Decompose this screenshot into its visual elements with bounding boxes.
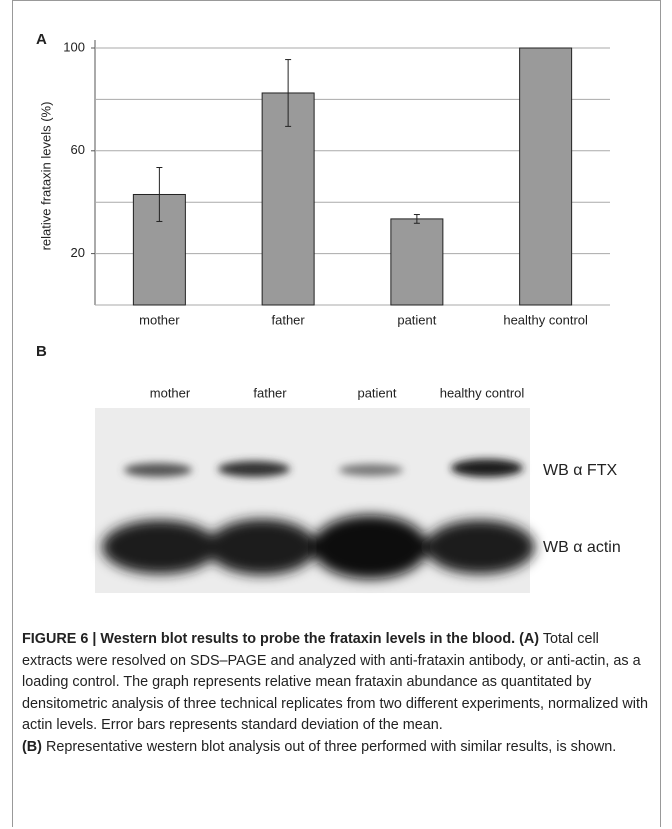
caption-label: (A) (519, 631, 539, 647)
western-blot (95, 408, 535, 593)
page: A relative frataxin levels (%) 20 60 100 mo… (0, 0, 672, 829)
panel-label: A (36, 31, 47, 48)
chart: A relative frataxin levels (%) 20 60 100 mo… (0, 0, 672, 620)
x-tick-label: father (272, 312, 306, 327)
y-tick-label: 20 (71, 245, 85, 260)
caption-label: (B) (22, 739, 42, 755)
lane-label: healthy control (440, 385, 525, 400)
y-tick-label: 100 (63, 39, 85, 54)
y-axis-label: relative frataxin levels (%) (38, 102, 53, 251)
lane-label: mother (150, 385, 191, 400)
lane-label: patient (357, 385, 396, 400)
probe-label: WB α actin (543, 539, 621, 556)
y-tick-label: 60 (71, 142, 85, 157)
panel-label: B (36, 343, 47, 360)
x-tick-label: mother (139, 312, 180, 327)
bar (391, 219, 443, 305)
caption-paragraph: (B) Representative western blot analysis… (22, 737, 652, 759)
x-tick-label: healthy control (503, 312, 588, 327)
bar (520, 48, 572, 305)
x-tick-label: patient (397, 312, 436, 327)
probe-label: WB α FTX (543, 462, 617, 479)
caption: FIGURE 6 | Western blot results to probe… (22, 629, 652, 758)
caption-text: Representative western blot analysis out… (46, 739, 616, 755)
caption-title: FIGURE 6 | Western blot results to probe… (22, 631, 515, 647)
caption-paragraph: FIGURE 6 | Western blot results to probe… (22, 629, 652, 737)
lane-label: father (253, 385, 287, 400)
